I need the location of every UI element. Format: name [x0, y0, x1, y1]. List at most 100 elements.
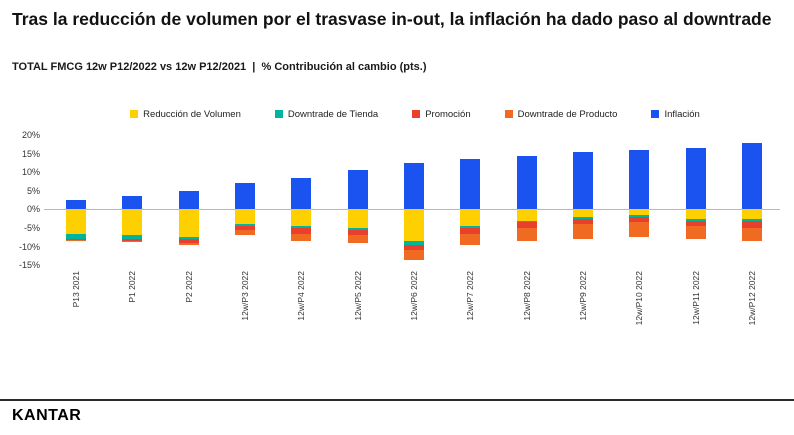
bar-segment-downtrade-de-producto	[122, 240, 143, 242]
bar-column-p1-2022	[104, 135, 160, 265]
bar-segment-downtrade-de-tienda	[516, 220, 537, 223]
legend-swatch-promoci-n	[412, 110, 421, 119]
bar-segment-downtrade-de-producto	[404, 250, 425, 260]
bar-segment-promoci-n	[235, 226, 256, 230]
bar-segment-downtrade-de-tienda	[460, 226, 481, 228]
chart-legend: Reducción de Volumen Downtrade de Tienda P…	[12, 107, 780, 121]
bar-segment-downtrade-de-tienda	[122, 235, 143, 240]
plot-area	[44, 135, 780, 265]
bar-segment-promoci-n	[572, 218, 593, 225]
bar-column-12w-p4-2022	[273, 135, 329, 265]
bar-segment-inflaci-n	[741, 142, 762, 210]
bar-segment-reducci-n-de-volumen	[291, 209, 312, 227]
legend-swatch-inflaci-n	[651, 110, 660, 119]
bar-segment-reducci-n-de-volumen	[516, 209, 537, 221]
legend-label: Reducción de Volumen	[143, 108, 241, 120]
bar-segment-reducci-n-de-volumen	[122, 209, 143, 236]
bar-segment-reducci-n-de-volumen	[178, 209, 199, 238]
bar-segment-downtrade-de-tienda	[291, 226, 312, 228]
bar-segment-reducci-n-de-volumen	[741, 209, 762, 219]
bar-segment-reducci-n-de-volumen	[66, 209, 87, 234]
bar-column-12w-p10-2022	[611, 135, 667, 265]
y-tick-label: 0%	[26, 204, 40, 215]
legend-item-reducci-n-de-volumen: Reducción de Volumen	[130, 109, 241, 120]
x-axis-label-12w-p11-2022: 12w/P11 2022	[690, 271, 701, 325]
x-axis-label-12w-p7-2022: 12w/P7 2022	[465, 271, 476, 321]
legend-label: Downtrade de Producto	[517, 108, 618, 120]
bar-segment-downtrade-de-producto	[347, 235, 368, 243]
x-axis-spacer	[12, 269, 48, 347]
bar-column-12w-p6-2022	[386, 135, 442, 265]
y-tick-label: -15%	[18, 260, 40, 271]
bar-segment-downtrade-de-producto	[178, 242, 199, 245]
bar-segment-downtrade-de-tienda	[572, 216, 593, 219]
bar-segment-downtrade-de-producto	[235, 229, 256, 236]
x-axis-label-12w-p8-2022: 12w/P8 2022	[521, 271, 532, 321]
bar-segment-inflaci-n	[572, 151, 593, 210]
bar-segment-promoci-n	[404, 244, 425, 251]
y-tick-label: -10%	[18, 241, 40, 252]
legend-item-downtrade-de-tienda: Downtrade de Tienda	[274, 109, 378, 120]
contribution-chart: Reducción de Volumen Downtrade de Tienda P…	[12, 107, 780, 347]
bar-segment-inflaci-n	[66, 200, 87, 210]
bar-segment-promoci-n	[347, 229, 368, 236]
bar-segment-inflaci-n	[178, 190, 199, 210]
bar-segment-inflaci-n	[516, 155, 537, 210]
bar-segment-inflaci-n	[685, 148, 706, 210]
bar-segment-promoci-n	[178, 239, 199, 243]
bar-column-12w-p8-2022	[499, 135, 555, 265]
bar-segment-reducci-n-de-volumen	[572, 209, 593, 217]
bar-segment-downtrade-de-tienda	[629, 214, 650, 217]
bar-segment-reducci-n-de-volumen	[629, 209, 650, 215]
x-axis-label-p2-2022: P2 2022	[183, 271, 194, 303]
bar-segment-inflaci-n	[347, 170, 368, 210]
bar-segment-downtrade-de-producto	[741, 227, 762, 241]
bar-segment-downtrade-de-tienda	[685, 218, 706, 221]
y-tick-label: 10%	[21, 167, 40, 178]
bar-segment-downtrade-de-producto	[629, 222, 650, 238]
bar-segment-promoci-n	[516, 222, 537, 228]
bar-segment-inflaci-n	[404, 162, 425, 210]
x-axis-label-12w-p12-2022: 12w/P12 2022	[746, 271, 757, 326]
bar-segment-downtrade-de-tienda	[741, 218, 762, 221]
footer-divider	[0, 399, 794, 401]
bar-column-p2-2022	[161, 135, 217, 265]
bar-segment-promoci-n	[741, 220, 762, 228]
y-axis: 20% 15% 10% 5% 0% -5% -10% -15%	[12, 130, 48, 270]
bar-segment-inflaci-n	[460, 159, 481, 210]
bar-segment-promoci-n	[685, 220, 706, 227]
x-axis-label-12w-p9-2022: 12w/P9 2022	[577, 271, 588, 321]
kantar-logo: KANTAR	[12, 407, 82, 424]
bar-segment-inflaci-n	[122, 196, 143, 210]
bar-segment-reducci-n-de-volumen	[404, 209, 425, 241]
bar-column-12w-p5-2022	[330, 135, 386, 265]
bar-segment-inflaci-n	[629, 149, 650, 210]
bar-segment-downtrade-de-producto	[291, 233, 312, 241]
x-axis-label-12w-p3-2022: 12w/P3 2022	[240, 271, 251, 321]
legend-swatch-reducci-n-de-volumen	[130, 110, 139, 119]
bar-column-12w-p9-2022	[555, 135, 611, 265]
bar-segment-promoci-n	[122, 239, 143, 241]
plot-wrap: 20% 15% 10% 5% 0% -5% -10% -15%	[12, 130, 780, 270]
bar-segment-downtrade-de-tienda	[66, 233, 87, 240]
chart-subtitle: TOTAL FMCG 12w P12/2022 vs 12w P12/2021 …	[12, 61, 427, 74]
bar-column-p13-2021	[48, 135, 104, 265]
legend-item-inflaci-n: Inflación	[651, 109, 700, 120]
y-tick-label: 15%	[21, 148, 40, 159]
x-axis-label-p1-2022: P1 2022	[127, 271, 138, 303]
bar-segment-downtrade-de-producto	[66, 240, 87, 241]
bar-segment-downtrade-de-producto	[516, 227, 537, 241]
bar-segment-downtrade-de-tienda	[404, 240, 425, 245]
bar-segment-reducci-n-de-volumen	[685, 209, 706, 219]
bar-segment-promoci-n	[66, 239, 87, 241]
x-axis-label-12w-p10-2022: 12w/P10 2022	[634, 271, 645, 326]
bar-columns	[48, 135, 780, 265]
legend-item-downtrade-de-producto: Downtrade de Producto	[504, 108, 618, 120]
bar-segment-reducci-n-de-volumen	[347, 209, 368, 228]
bar-segment-downtrade-de-producto	[460, 233, 481, 245]
bar-segment-downtrade-de-producto	[572, 224, 593, 240]
x-axis-label-12w-p5-2022: 12w/P5 2022	[352, 271, 363, 321]
bar-column-12w-p3-2022	[217, 135, 273, 265]
bar-segment-promoci-n	[460, 227, 481, 234]
bar-segment-promoci-n	[291, 227, 312, 234]
